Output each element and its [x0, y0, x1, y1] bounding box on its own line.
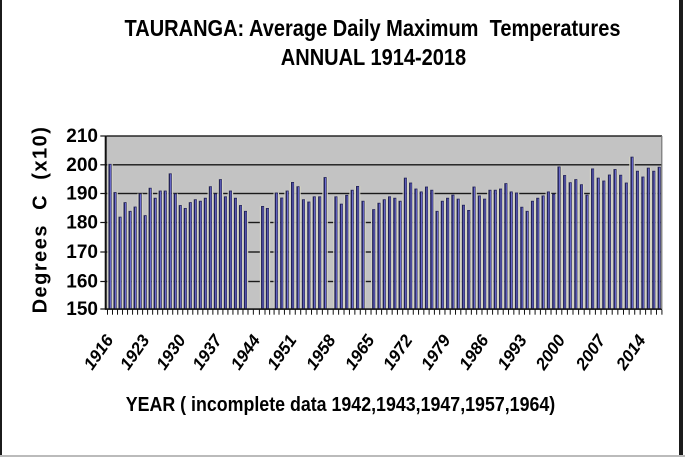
svg-text:170: 170 — [66, 242, 98, 263]
svg-text:150: 150 — [66, 299, 98, 320]
svg-text:200: 200 — [66, 155, 98, 176]
svg-text:160: 160 — [66, 272, 98, 293]
svg-text:210: 210 — [66, 126, 98, 147]
svg-text:180: 180 — [66, 213, 98, 234]
svg-text:190: 190 — [66, 184, 98, 205]
